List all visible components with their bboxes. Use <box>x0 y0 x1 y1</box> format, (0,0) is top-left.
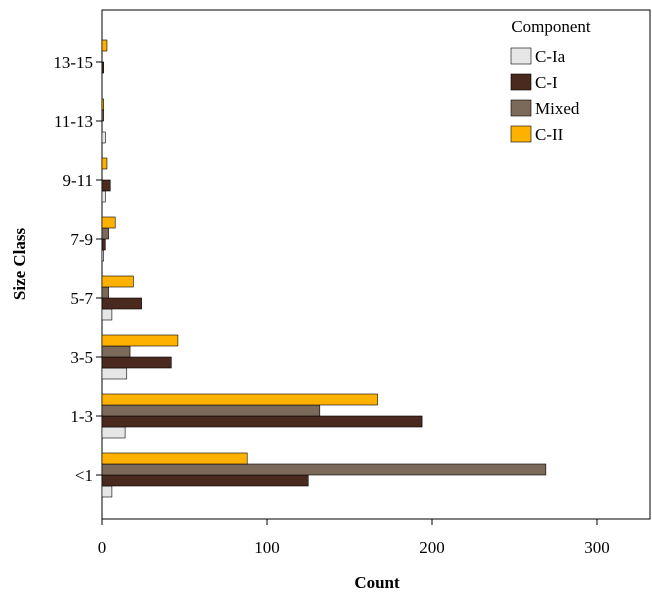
bar-c-ia-3 <box>101 308 113 321</box>
y-tick-label: 5-7 <box>70 289 93 308</box>
bar-mixed-2 <box>101 345 131 358</box>
y-tick-label: <1 <box>75 466 93 485</box>
bar-c-ii-1 <box>101 393 378 406</box>
y-tick-label: 13-15 <box>53 53 93 72</box>
legend-swatch-mixed <box>510 99 532 117</box>
legend-label-c-ii: C-II <box>535 125 564 144</box>
legend-label-c-ia: C-Ia <box>535 47 566 66</box>
bar-mixed-0 <box>101 463 547 476</box>
axis-layer: <1 1-3 3-5 5-7 7-9 9-11 11-13 13-15 0 100 200 300 <box>53 53 609 557</box>
legend: Component C-Ia C-I Mixed C-II <box>510 17 591 144</box>
bar-c-ii-3 <box>101 275 134 288</box>
plot-frame <box>101 9 651 520</box>
bar-c-ia-2 <box>101 367 128 380</box>
x-axis-title: Count <box>354 573 400 592</box>
x-tick-label: 100 <box>254 538 280 557</box>
bar-c-ia-0 <box>101 485 113 498</box>
legend-title: Component <box>511 17 591 36</box>
bar-mixed-3 <box>101 286 109 299</box>
bar-c-ia-1 <box>101 426 126 439</box>
x-tick-label: 200 <box>419 538 445 557</box>
x-tick-label: 300 <box>584 538 610 557</box>
bar-c-i-4 <box>101 238 106 251</box>
bar-c-ii-5 <box>101 157 108 170</box>
bar-c-ii-0 <box>101 452 248 465</box>
bars-layer <box>101 39 547 498</box>
y-tick-label: 9-11 <box>62 171 93 190</box>
bar-c-ii-2 <box>101 334 179 347</box>
bar-c-i-3 <box>101 297 142 310</box>
legend-swatch-c-ia <box>510 47 532 65</box>
bar-c-i-2 <box>101 356 172 369</box>
bar-c-i-7 <box>101 61 104 74</box>
y-tick-label: 11-13 <box>54 112 93 131</box>
legend-swatch-c-i <box>510 73 532 91</box>
legend-swatch-c-ii <box>510 125 532 143</box>
y-tick-label: 7-9 <box>70 230 93 249</box>
bar-c-ii-4 <box>101 216 116 229</box>
bar-mixed-4 <box>101 227 109 240</box>
bar-mixed-1 <box>101 404 321 417</box>
x-tick-label: 0 <box>98 538 107 557</box>
bar-c-ii-7 <box>101 39 108 52</box>
legend-label-mixed: Mixed <box>535 99 580 118</box>
bar-c-ia-4 <box>101 249 104 262</box>
bar-c-i-5 <box>101 179 111 192</box>
y-axis-title: Size Class <box>10 227 29 300</box>
y-tick-label: 1-3 <box>70 407 93 426</box>
bar-c-ii-6 <box>101 98 104 111</box>
bar-c-i-0 <box>101 474 309 487</box>
bar-mixed-6 <box>101 109 104 122</box>
legend-label-c-i: C-I <box>535 73 558 92</box>
bar-c-ia-5 <box>101 190 106 203</box>
y-tick-label: 3-5 <box>70 348 93 367</box>
bar-c-ia-6 <box>101 131 106 144</box>
bar-c-i-1 <box>101 415 423 428</box>
